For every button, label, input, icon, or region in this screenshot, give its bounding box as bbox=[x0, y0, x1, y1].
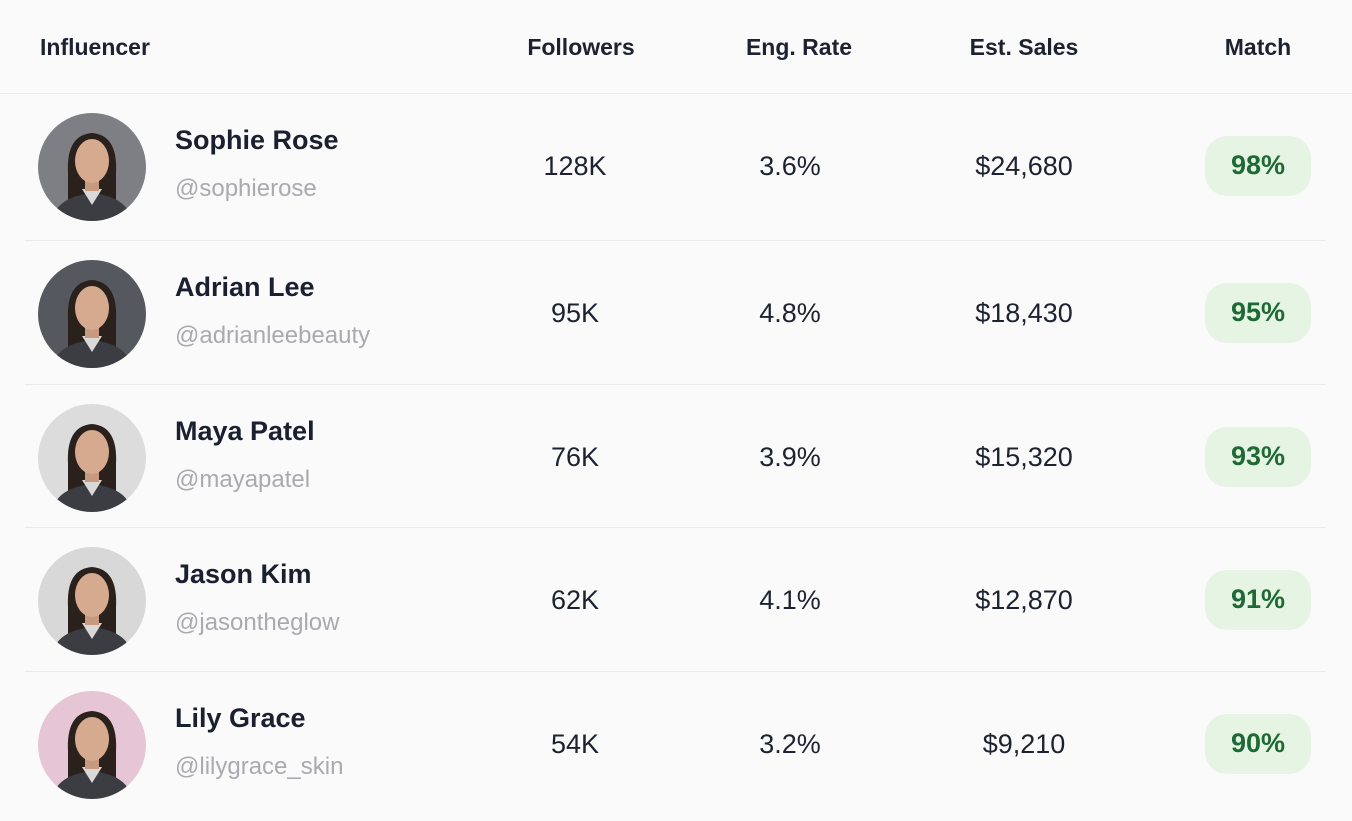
engagement-rate: 3.9% bbox=[759, 441, 821, 472]
row-divider bbox=[25, 240, 1326, 241]
influencer-handle: @jasontheglow bbox=[175, 608, 340, 636]
estimated-sales: $24,680 bbox=[975, 150, 1073, 181]
match-badge: 95% bbox=[1205, 282, 1311, 343]
estimated-sales: $12,870 bbox=[975, 584, 1073, 615]
match-badge: 93% bbox=[1205, 426, 1311, 487]
column-header: Eng. Rate bbox=[745, 34, 853, 60]
influencer-name: Sophie Rose bbox=[175, 124, 339, 155]
followers: 76K bbox=[550, 441, 600, 472]
followers: 128K bbox=[543, 150, 607, 181]
column-header: Followers bbox=[527, 34, 635, 60]
header-divider bbox=[0, 93, 1352, 94]
followers: 62K bbox=[550, 584, 600, 615]
column-header: Match bbox=[1224, 34, 1292, 60]
estimated-sales: $15,320 bbox=[975, 441, 1073, 472]
estimated-sales: $18,430 bbox=[975, 297, 1073, 328]
column-header: Influencer bbox=[40, 34, 150, 60]
influencer-handle: @lilygrace_skin bbox=[175, 752, 344, 780]
column-header: Est. Sales bbox=[969, 34, 1079, 60]
followers: 95K bbox=[550, 297, 600, 328]
engagement-rate: 4.8% bbox=[759, 297, 821, 328]
influencer-name: Lily Grace bbox=[175, 702, 306, 733]
influencer-handle: @sophierose bbox=[175, 174, 317, 202]
influencer-handle: @adrianleebeauty bbox=[175, 321, 371, 349]
engagement-rate: 4.1% bbox=[759, 584, 821, 615]
row-divider bbox=[25, 527, 1326, 528]
row-divider bbox=[25, 384, 1326, 385]
influencer-handle: @mayapatel bbox=[175, 465, 311, 493]
match-badge: 90% bbox=[1205, 713, 1311, 774]
influencer-name: Maya Patel bbox=[175, 415, 315, 446]
followers: 54K bbox=[550, 728, 600, 759]
avatar bbox=[38, 112, 146, 221]
avatar bbox=[38, 403, 146, 512]
row-divider bbox=[25, 671, 1326, 672]
engagement-rate: 3.6% bbox=[759, 150, 821, 181]
match-badge: 91% bbox=[1205, 569, 1311, 630]
influencer-name: Jason Kim bbox=[175, 558, 312, 589]
avatar bbox=[38, 546, 146, 655]
avatar bbox=[38, 259, 146, 368]
influencer-name: Adrian Lee bbox=[175, 271, 315, 302]
avatar bbox=[38, 690, 146, 799]
engagement-rate: 3.2% bbox=[759, 728, 821, 759]
estimated-sales: $9,210 bbox=[982, 728, 1066, 759]
match-badge: 98% bbox=[1205, 135, 1311, 196]
